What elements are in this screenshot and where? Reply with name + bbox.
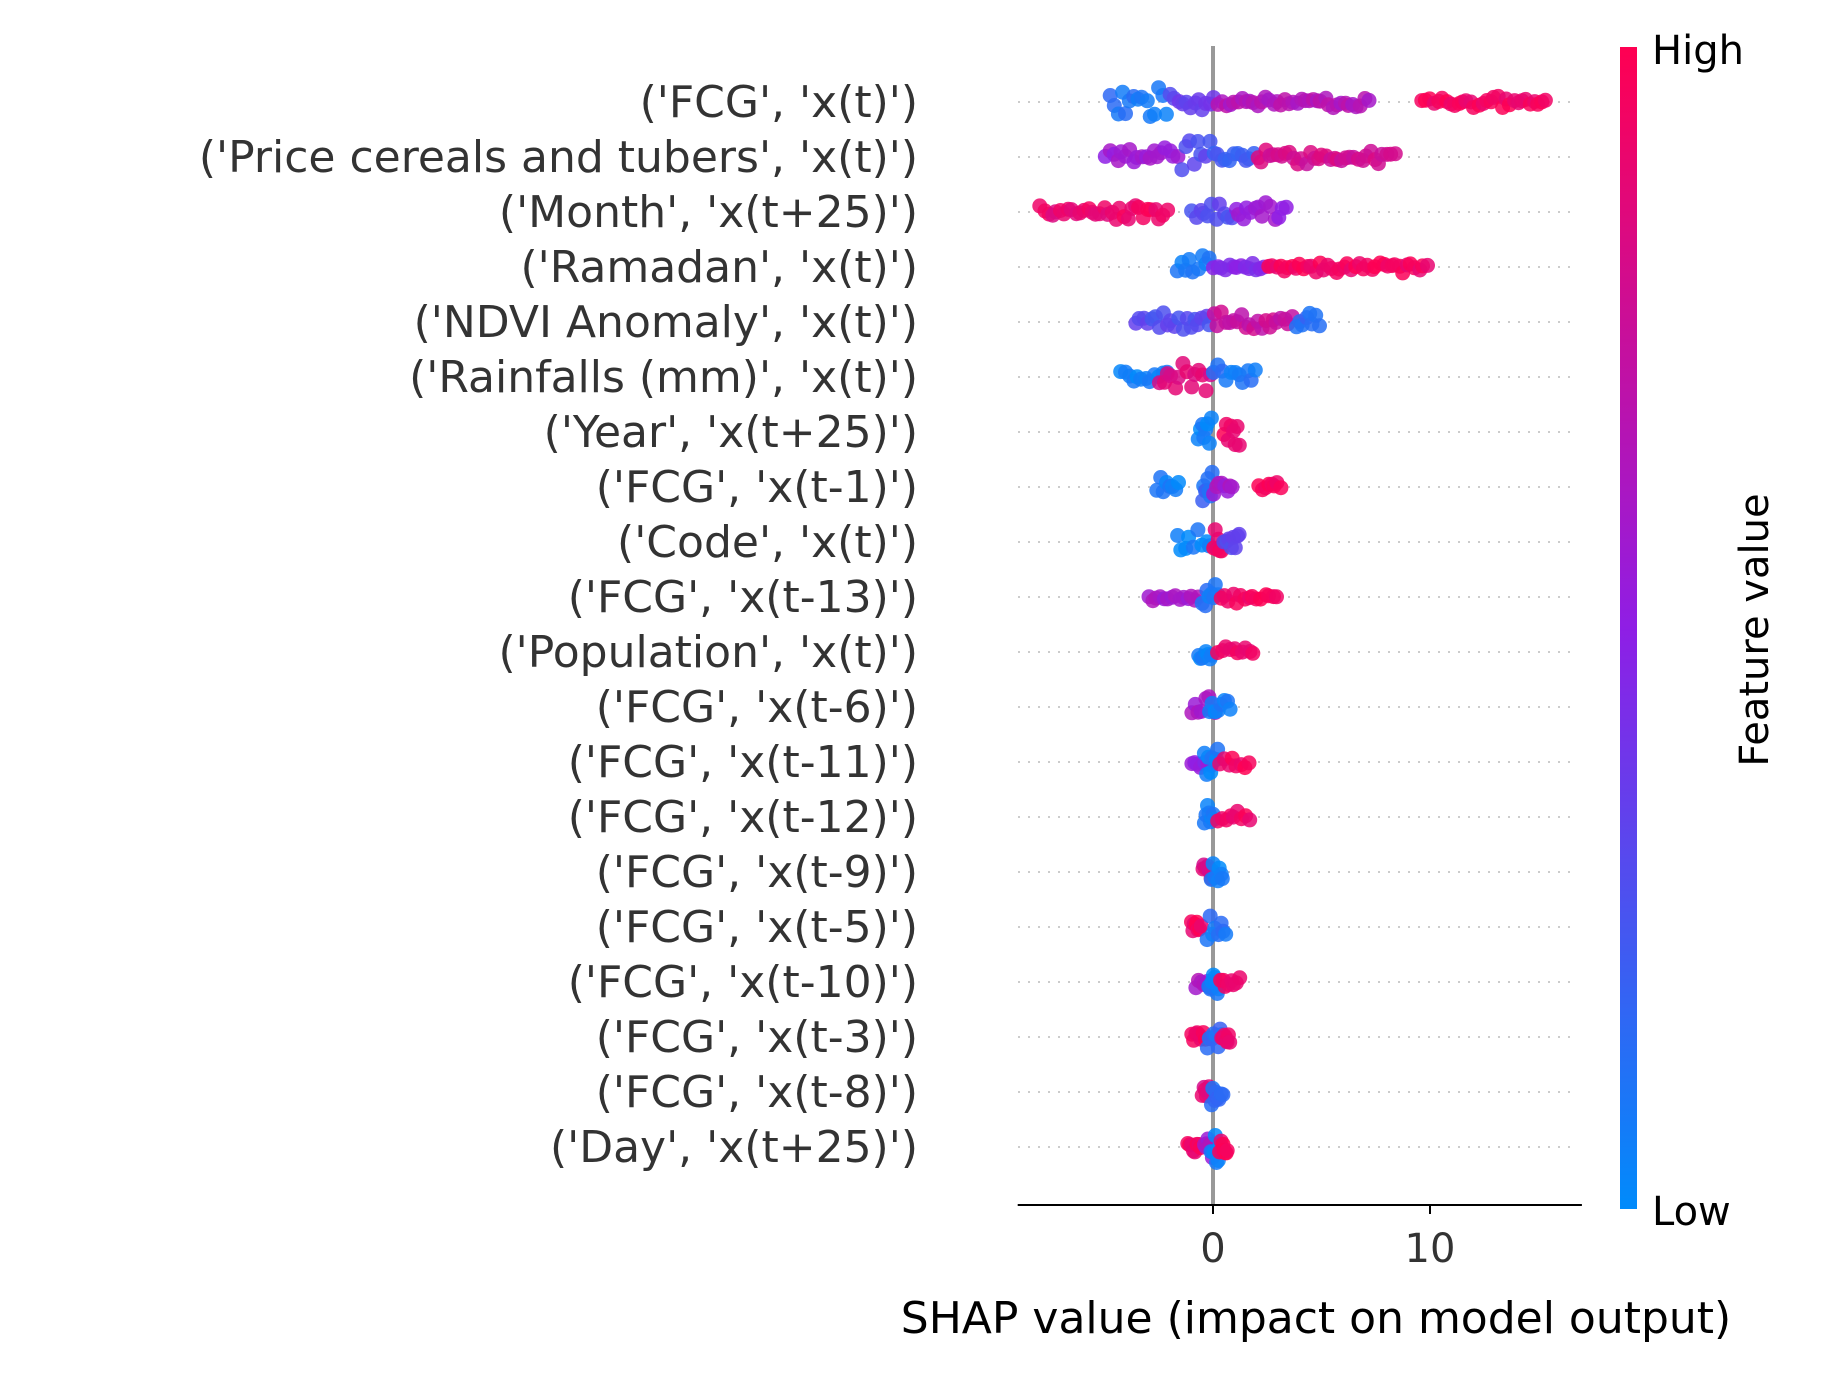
shap-point xyxy=(1184,379,1200,395)
shap-point xyxy=(1232,970,1248,986)
colorbar-low-label: Low xyxy=(1652,1189,1731,1235)
feature-label: ('FCG', 'x(t-3)') xyxy=(596,1012,918,1063)
shap-point xyxy=(1214,871,1230,887)
shap-point xyxy=(1202,133,1218,149)
shap-point xyxy=(1254,208,1270,224)
x-axis-ticks: 0 10 xyxy=(1200,1205,1455,1272)
feature-label: ('FCG', 'x(t-12)') xyxy=(568,792,918,843)
shap-point xyxy=(1118,106,1133,122)
shap-point xyxy=(1219,1143,1235,1158)
shap-point xyxy=(1139,93,1155,109)
shap-points xyxy=(1032,80,1553,1170)
shap-point xyxy=(1222,1034,1238,1050)
x-axis-title: SHAP value (impact on model output) xyxy=(901,1293,1731,1344)
feature-label: ('FCG', 'x(t-6)') xyxy=(596,682,918,733)
shap-point xyxy=(1203,410,1219,426)
x-tick-label: 10 xyxy=(1405,1226,1456,1272)
colorbar-high-label: High xyxy=(1652,28,1744,74)
shap-point xyxy=(1224,479,1240,495)
feature-label: ('FCG', 'x(t-9)') xyxy=(596,847,918,898)
shap-point xyxy=(1170,528,1186,543)
feature-label: ('Year', 'x(t+25)') xyxy=(544,407,918,458)
shap-point xyxy=(1278,199,1294,215)
shap-point xyxy=(1387,146,1403,162)
shap-point xyxy=(1171,475,1186,490)
shap-point xyxy=(1262,199,1278,214)
shap-point xyxy=(1174,162,1190,178)
shap-point xyxy=(1269,589,1284,605)
shap-point xyxy=(1181,252,1197,267)
feature-label: ('Population', 'x(t)') xyxy=(499,627,918,678)
shap-point xyxy=(1190,134,1206,149)
shap-point xyxy=(1158,106,1174,122)
feature-label: ('FCG', 'x(t-1)') xyxy=(596,462,918,513)
x-tick-label: 0 xyxy=(1200,1226,1225,1272)
shap-point xyxy=(1361,92,1377,108)
feature-labels: ('FCG', 'x(t)')('Price cereals and tuber… xyxy=(199,77,918,1173)
shap-point xyxy=(1227,540,1243,556)
shap-point xyxy=(1241,755,1257,771)
shap-point xyxy=(1242,812,1258,828)
shap-point xyxy=(1204,464,1220,480)
feature-label: ('Code', 'x(t)') xyxy=(617,517,918,568)
shap-point xyxy=(1170,149,1186,165)
feature-label: ('FCG', 'x(t-11)') xyxy=(568,737,918,788)
feature-label: ('FCG', 'x(t-13)') xyxy=(568,572,918,623)
shap-point xyxy=(1215,1087,1231,1103)
shap-point xyxy=(1193,918,1209,934)
shap-point xyxy=(1218,926,1234,942)
feature-label: ('Rainfalls (mm)', 'x(t)') xyxy=(409,352,918,403)
feature-label: ('NDVI Anomaly', 'x(t)') xyxy=(414,297,918,348)
shap-point xyxy=(1160,202,1176,218)
colorbar-title: Feature value xyxy=(1732,493,1778,766)
shap-point xyxy=(1231,437,1247,453)
shap-point xyxy=(1537,92,1553,108)
feature-label: ('FCG', 'x(t)') xyxy=(640,77,918,128)
colorbar xyxy=(1620,47,1637,1209)
feature-label: ('Day', 'x(t+25)') xyxy=(550,1122,918,1173)
feature-label: ('FCG', 'x(t-10)') xyxy=(568,957,918,1008)
feature-label: ('Ramadan', 'x(t)') xyxy=(521,242,918,293)
shap-point xyxy=(1273,480,1289,496)
shap-point xyxy=(1222,701,1238,717)
shap-point xyxy=(1312,318,1327,334)
shap-point xyxy=(1247,362,1263,378)
shap-point xyxy=(1231,526,1247,542)
shap-point xyxy=(1202,908,1218,924)
feature-label: ('Month', 'x(t+25)') xyxy=(499,187,918,238)
shap-point xyxy=(1190,522,1206,538)
shap-point xyxy=(1245,645,1261,661)
feature-label: ('Price cereals and tubers', 'x(t)') xyxy=(199,132,918,183)
shap-point xyxy=(1229,419,1245,434)
feature-label: ('FCG', 'x(t-8)') xyxy=(596,1067,918,1118)
shap-point xyxy=(1198,383,1214,399)
shap-point xyxy=(1201,435,1217,451)
shap-point xyxy=(1147,106,1162,122)
feature-label: ('FCG', 'x(t-5)') xyxy=(596,902,918,953)
shap-point xyxy=(1420,257,1435,273)
